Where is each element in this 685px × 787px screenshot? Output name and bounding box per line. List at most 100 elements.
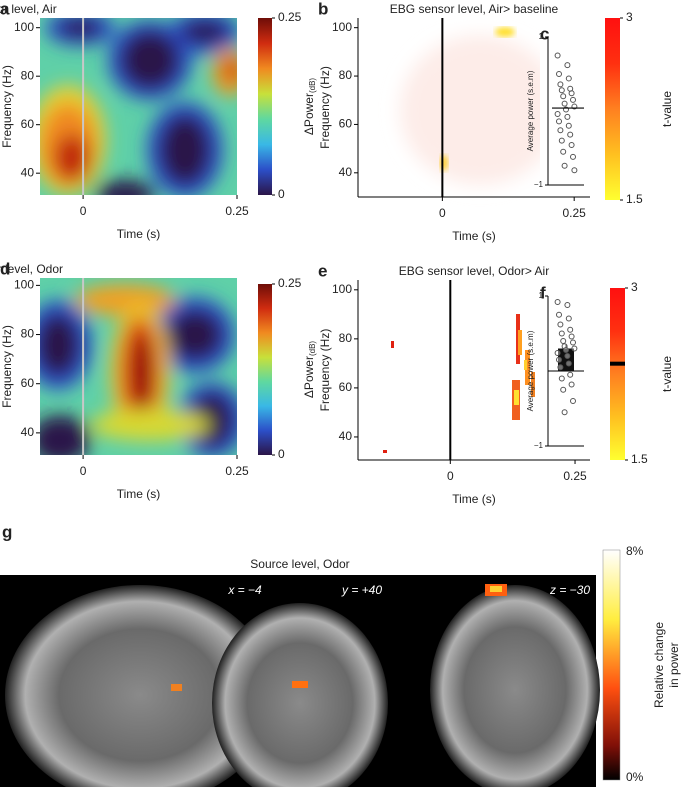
point: [564, 113, 571, 120]
point: [564, 353, 571, 359]
panel-label: f: [540, 283, 546, 302]
y-axis-label: Frequency (Hz): [318, 66, 332, 149]
panel-label: e: [318, 261, 327, 280]
point: [557, 321, 564, 328]
colorbar-label: t-value: [660, 356, 674, 392]
y-axis-label: Average power (s.e.m): [526, 70, 535, 151]
panel-title: Source level, Odor: [250, 557, 349, 571]
point: [565, 122, 572, 129]
y-tick-label: 40: [21, 165, 35, 179]
panel-label: d: [0, 259, 10, 278]
x-axis-label: Time (s): [452, 492, 496, 506]
point: [556, 311, 562, 318]
colorbar: [258, 18, 272, 195]
y-tick-label: −1: [534, 180, 544, 189]
point: [557, 364, 564, 371]
point: [556, 118, 562, 125]
point: [558, 330, 565, 337]
y-axis-label: Frequency (Hz): [0, 325, 14, 408]
point: [567, 326, 574, 333]
colorbar: [258, 284, 272, 455]
point: [567, 131, 574, 138]
point: [558, 87, 565, 94]
colorbar-label-sub: (dB): [308, 78, 317, 93]
x-axis-label: Time (s): [117, 487, 161, 501]
x-tick-label: 0: [80, 204, 87, 218]
x-tick-label: 0.25: [225, 464, 249, 478]
colorbar-tick-label: 0.25: [278, 10, 302, 24]
point: [563, 106, 569, 113]
point: [557, 81, 564, 88]
point: [564, 62, 571, 69]
colorbar-label-text: ΔPower: [302, 356, 316, 398]
y-tick-label: 80: [339, 68, 353, 82]
colorbar: [605, 18, 620, 200]
y-tick-label: 1: [539, 32, 544, 41]
point: [568, 142, 575, 149]
slice-label: x = −4: [227, 583, 262, 597]
point: [565, 75, 572, 82]
x-tick-label: 0.25: [225, 204, 249, 218]
point: [570, 339, 576, 346]
point: [571, 345, 578, 352]
x-tick-label: 0: [80, 464, 87, 478]
y-tick-label: 100: [332, 20, 352, 34]
y-tick-label: 80: [21, 68, 35, 82]
point: [560, 148, 567, 155]
y-axis-label: Frequency (Hz): [0, 65, 14, 148]
point: [565, 315, 572, 322]
colorbar-label-text: t-value: [660, 356, 674, 392]
brain-images: [0, 575, 600, 787]
colorbar: [602, 549, 621, 781]
panel-label: b: [318, 0, 328, 18]
slice-label: y = +40: [341, 583, 382, 597]
colorbar-label: ΔPower(dB): [302, 78, 317, 135]
point: [571, 103, 578, 110]
colorbar-top-label: 8%: [626, 544, 644, 558]
colorbar-tick-label: 0.25: [278, 276, 302, 290]
y-tick-label: 80: [339, 331, 353, 345]
chart-title: EBG sensor level, Air: [0, 2, 57, 16]
colorbar-marker: [610, 361, 625, 366]
y-tick-label: 100: [14, 278, 34, 292]
colorbar-tick-label: 0: [278, 187, 285, 201]
y-tick-label: 40: [339, 429, 353, 443]
y-axis-label: Average power (s.e.m): [526, 330, 535, 411]
heatmap-image: [40, 278, 237, 455]
point: [560, 386, 567, 393]
x-axis-label: Time (s): [452, 229, 496, 243]
colorbar-label: Relative change: [652, 622, 666, 708]
x-tick-label: 0.25: [563, 469, 587, 483]
colorbar-tick-label: 1.5: [626, 192, 643, 206]
x-axis-label: Time (s): [117, 227, 161, 241]
point: [554, 110, 561, 117]
point: [554, 52, 561, 59]
point: [570, 153, 576, 160]
colorbar-tick-label: 3: [631, 280, 638, 294]
colorbar-bottom-label: 0%: [626, 770, 644, 784]
point: [556, 71, 562, 77]
point: [560, 93, 567, 100]
heatmap-image: [40, 18, 237, 195]
y-axis-label: Frequency (Hz): [318, 329, 332, 412]
y-tick-label: 60: [21, 117, 35, 131]
point: [561, 100, 568, 107]
point: [560, 338, 567, 344]
colorbar-tick-label: 3: [626, 10, 633, 24]
colorbar-label-text: ΔPower: [302, 93, 316, 135]
point: [557, 127, 564, 134]
colorbar-label: ΔPower(dB): [302, 341, 317, 398]
chart-title: EBG sensor level, Air> baseline: [390, 2, 559, 16]
point: [571, 167, 578, 174]
point: [564, 302, 571, 308]
point: [561, 409, 568, 416]
chart-title: EBG sensor level, Odor> Air: [399, 264, 549, 278]
point: [567, 371, 574, 378]
y-tick-label: 1: [539, 291, 544, 300]
colorbar-tick-label: 0: [278, 447, 285, 461]
y-tick-label: −1: [534, 441, 544, 450]
point: [556, 356, 562, 363]
x-tick-label: 0.25: [563, 206, 587, 220]
colorbar-label: t-value: [660, 91, 674, 127]
